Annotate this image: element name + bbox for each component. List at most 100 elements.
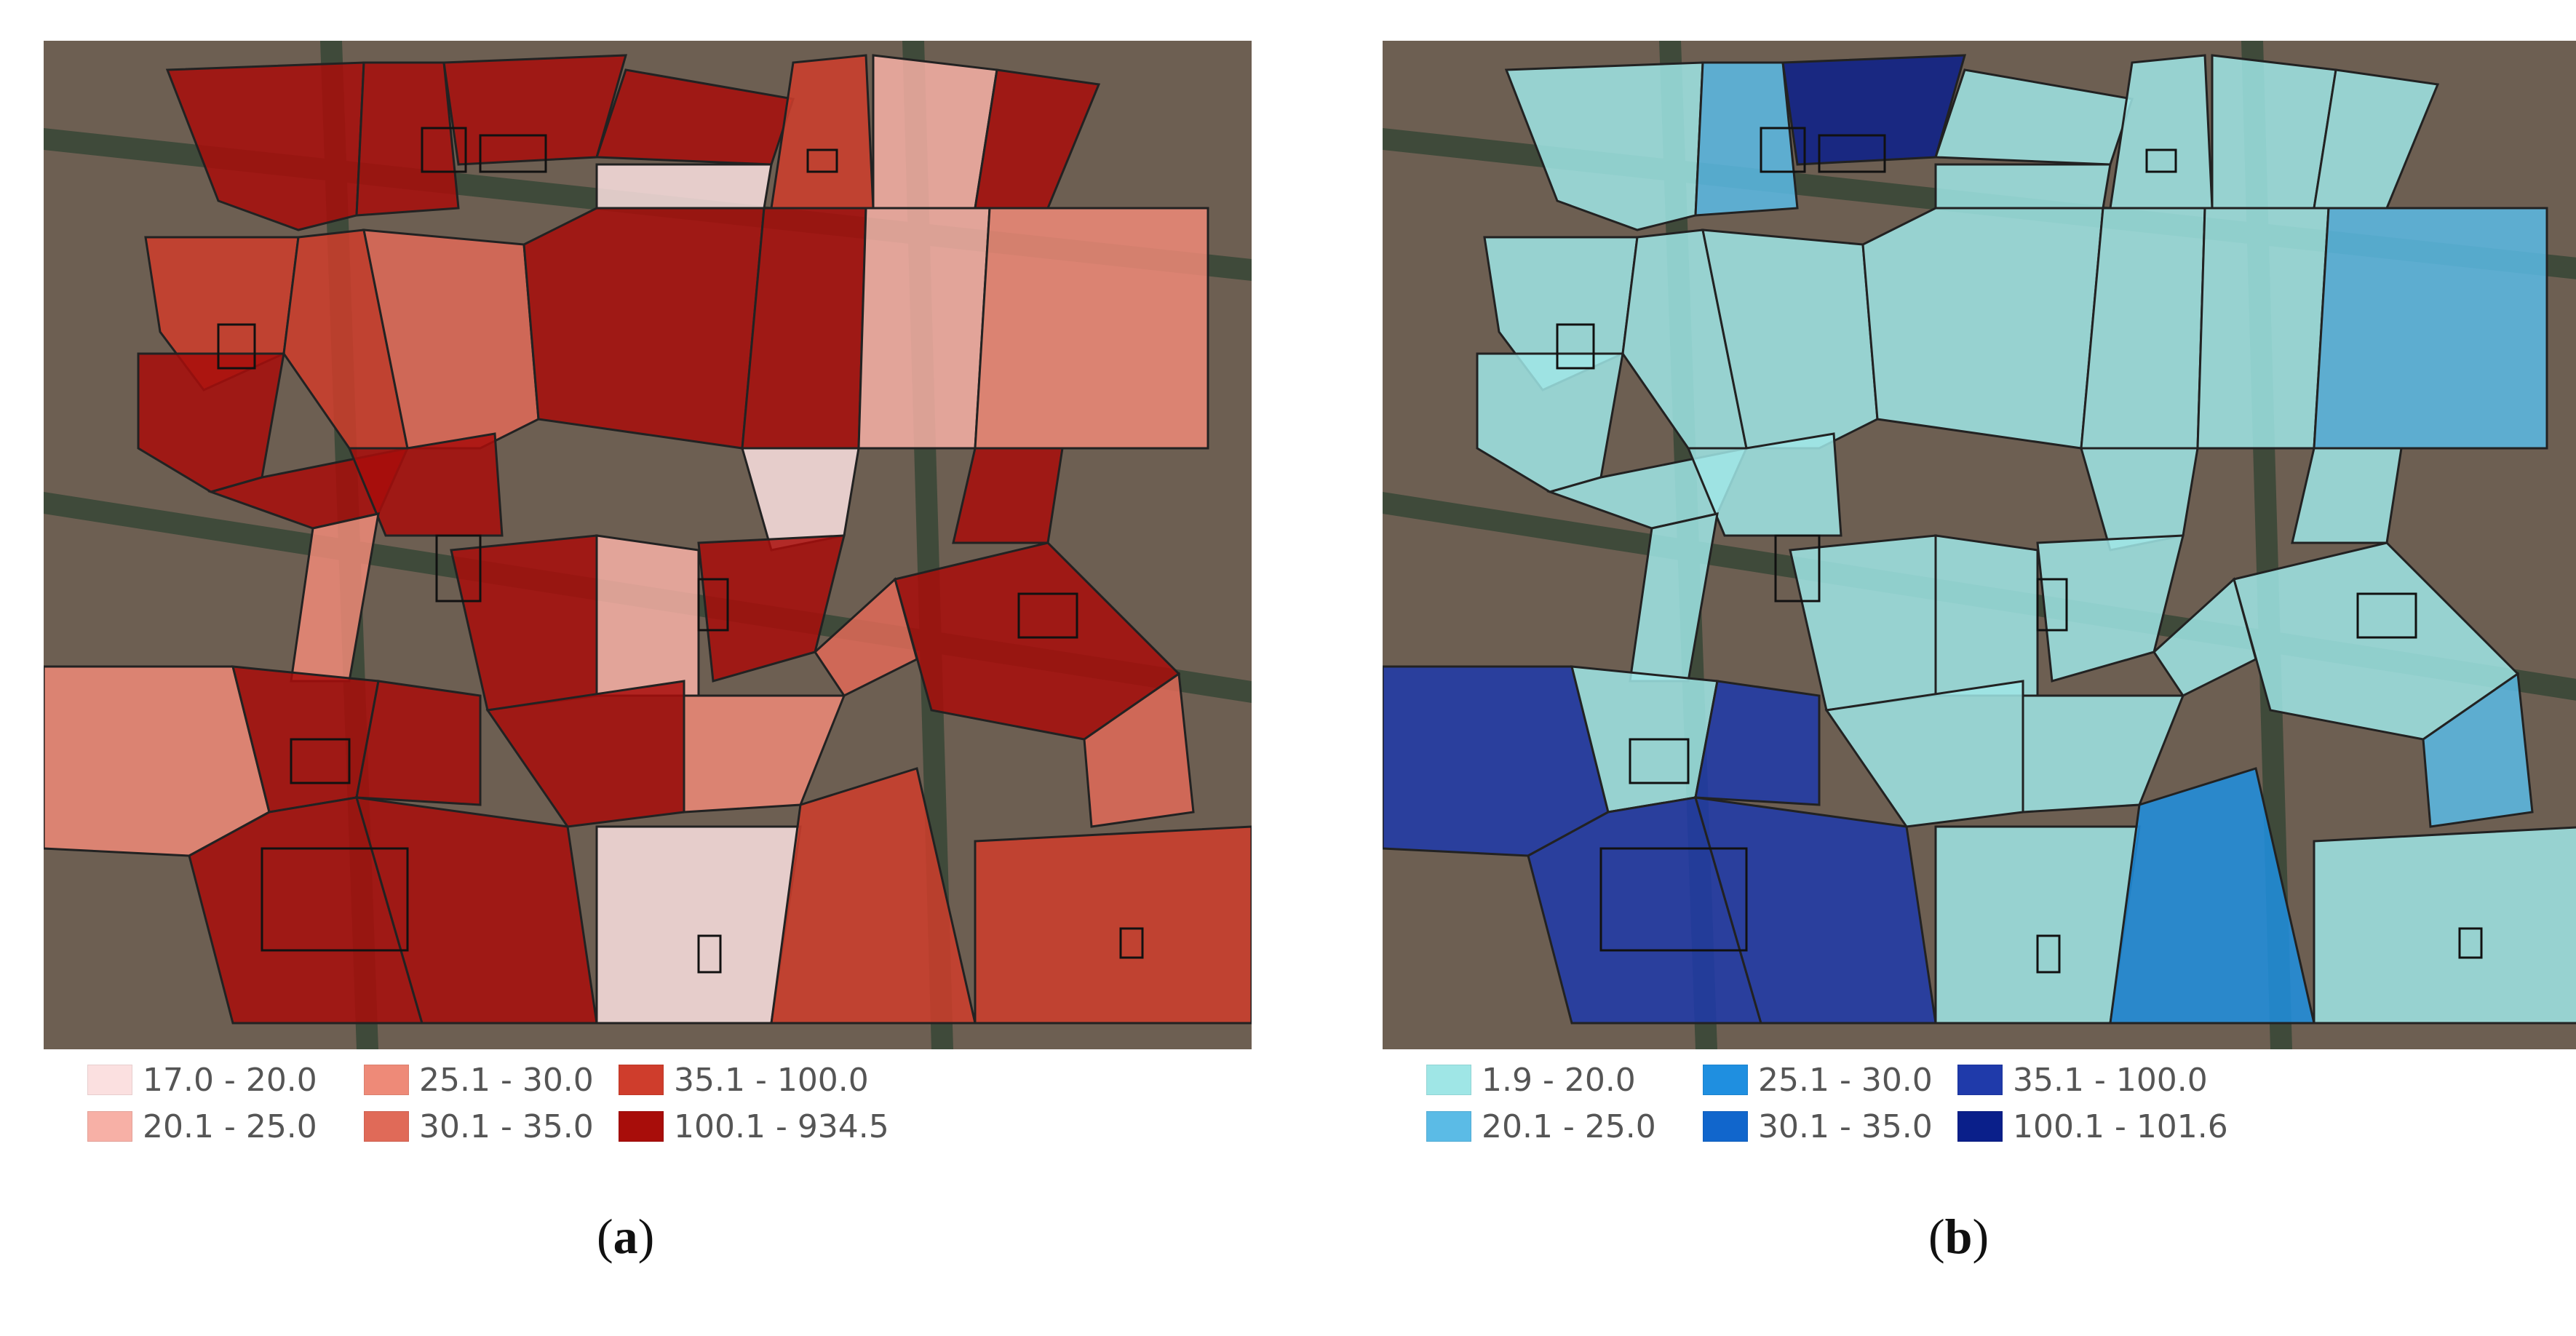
- block-10: [362, 228, 540, 450]
- building-outline-1: [479, 134, 547, 173]
- building-outline-10: [2458, 927, 2483, 959]
- block-1: [1694, 61, 1799, 217]
- building-outline-8: [261, 847, 409, 952]
- legend-item: 100.1 - 101.6: [1957, 1106, 2228, 1147]
- block-13: [857, 207, 991, 450]
- caption-b-letter: b: [1944, 1209, 1973, 1264]
- building-outline-6: [2356, 592, 2417, 639]
- legend-swatch: [1703, 1065, 1748, 1095]
- legend-item: 20.1 - 25.0: [87, 1106, 317, 1147]
- legend-label: 35.1 - 100.0: [674, 1061, 869, 1099]
- block-22: [1934, 534, 2039, 697]
- legend-swatch: [619, 1111, 664, 1142]
- map-b-svg: [1383, 41, 2576, 1049]
- block-11: [522, 207, 766, 450]
- legend-label: 17.0 - 20.0: [143, 1061, 317, 1099]
- building-outline-3: [217, 323, 256, 370]
- block-31: [1083, 672, 1195, 828]
- building-outline-4: [435, 534, 482, 603]
- block-2: [1781, 54, 1967, 166]
- block-36: [974, 825, 1252, 1025]
- building-outline-7: [1629, 738, 1690, 784]
- map-a: [44, 41, 1252, 1049]
- legend-label: 30.1 - 35.0: [1758, 1108, 1933, 1145]
- legend-swatch: [364, 1111, 409, 1142]
- building-outline-5: [2036, 578, 2068, 632]
- legend-swatch: [87, 1065, 132, 1095]
- building-outline-2: [2145, 148, 2177, 173]
- legend-label: 20.1 - 25.0: [1482, 1108, 1656, 1145]
- caption-a: (a): [597, 1209, 655, 1264]
- legend-label: 25.1 - 30.0: [1758, 1061, 1933, 1099]
- block-4: [595, 163, 773, 210]
- legend-label: 25.1 - 30.0: [419, 1061, 594, 1099]
- building-outline-3: [1556, 323, 1595, 370]
- block-17: [347, 432, 504, 537]
- block-2: [442, 54, 628, 166]
- legend-item: 25.1 - 30.0: [364, 1059, 594, 1100]
- legend-label: 35.1 - 100.0: [2013, 1061, 2208, 1099]
- legend-swatch: [1957, 1065, 2003, 1095]
- block-31: [2422, 672, 2534, 828]
- legend-swatch: [364, 1065, 409, 1095]
- block-0: [165, 61, 365, 231]
- block-4: [1934, 163, 2112, 210]
- block-0: [1504, 61, 1704, 231]
- block-14: [974, 207, 1209, 450]
- legend-a: 17.0 - 20.0 20.1 - 25.0 25.1 - 30.0 30.1 - …: [44, 1052, 1179, 1161]
- block-14: [2313, 207, 2548, 450]
- legend-swatch: [1957, 1111, 2003, 1142]
- building-outline-2: [806, 148, 838, 173]
- building-outline-9: [697, 934, 722, 974]
- legend-swatch: [1426, 1111, 1471, 1142]
- panel-b: 1.9 - 20.0 20.1 - 25.0 25.1 - 30.0 30.1 - 3…: [1368, 0, 2576, 1336]
- block-26: [44, 665, 271, 857]
- legend-b: 1.9 - 20.0 20.1 - 25.0 25.1 - 30.0 30.1 - 3…: [1383, 1052, 2518, 1161]
- building-outline-0: [1760, 127, 1806, 173]
- building-outline-0: [421, 127, 467, 173]
- legend-item: 17.0 - 20.0: [87, 1059, 317, 1100]
- block-28: [1694, 680, 1821, 806]
- map-b: [1383, 41, 2576, 1049]
- block-34: [595, 825, 802, 1025]
- block-34: [1934, 825, 2141, 1025]
- building-outline-4: [1774, 534, 1821, 603]
- building-outline-9: [2036, 934, 2061, 974]
- block-17: [1686, 432, 1842, 537]
- block-36: [2313, 826, 2576, 1025]
- legend-label: 30.1 - 35.0: [419, 1108, 594, 1145]
- caption-a-letter: a: [613, 1209, 638, 1264]
- block-26: [1383, 665, 1610, 857]
- building-outline-10: [1119, 927, 1144, 959]
- block-28: [355, 680, 482, 806]
- block-12: [741, 207, 867, 450]
- legend-label: 100.1 - 934.5: [674, 1108, 889, 1145]
- legend-label: 100.1 - 101.6: [2013, 1108, 2228, 1145]
- legend-swatch: [87, 1111, 132, 1142]
- panel-a: 17.0 - 20.0 20.1 - 25.0 25.1 - 30.0 30.1 - …: [29, 0, 1266, 1336]
- legend-item: 25.1 - 30.0: [1703, 1059, 1933, 1100]
- legend-item: 35.1 - 100.0: [619, 1059, 869, 1100]
- legend-item: 30.1 - 35.0: [364, 1106, 594, 1147]
- building-outline-6: [1017, 592, 1078, 639]
- building-outline-7: [290, 738, 351, 784]
- legend-item: 100.1 - 934.5: [619, 1106, 889, 1147]
- block-10: [1701, 228, 1879, 450]
- caption-b: (b): [1928, 1209, 1989, 1264]
- building-outline-8: [1599, 847, 1748, 952]
- block-1: [355, 61, 460, 217]
- legend-item: 30.1 - 35.0: [1703, 1106, 1933, 1147]
- building-outline-1: [1818, 134, 1886, 173]
- legend-swatch: [619, 1065, 664, 1095]
- block-13: [2196, 207, 2330, 450]
- building-outline-5: [697, 578, 729, 632]
- legend-item: 35.1 - 100.0: [1957, 1059, 2208, 1100]
- legend-item: 1.9 - 20.0: [1426, 1059, 1636, 1100]
- legend-swatch: [1426, 1065, 1471, 1095]
- legend-item: 20.1 - 25.0: [1426, 1106, 1656, 1147]
- legend-label: 20.1 - 25.0: [143, 1108, 317, 1145]
- block-11: [1861, 207, 2104, 450]
- legend-swatch: [1703, 1111, 1748, 1142]
- map-a-svg: [44, 41, 1252, 1049]
- block-22: [595, 534, 700, 697]
